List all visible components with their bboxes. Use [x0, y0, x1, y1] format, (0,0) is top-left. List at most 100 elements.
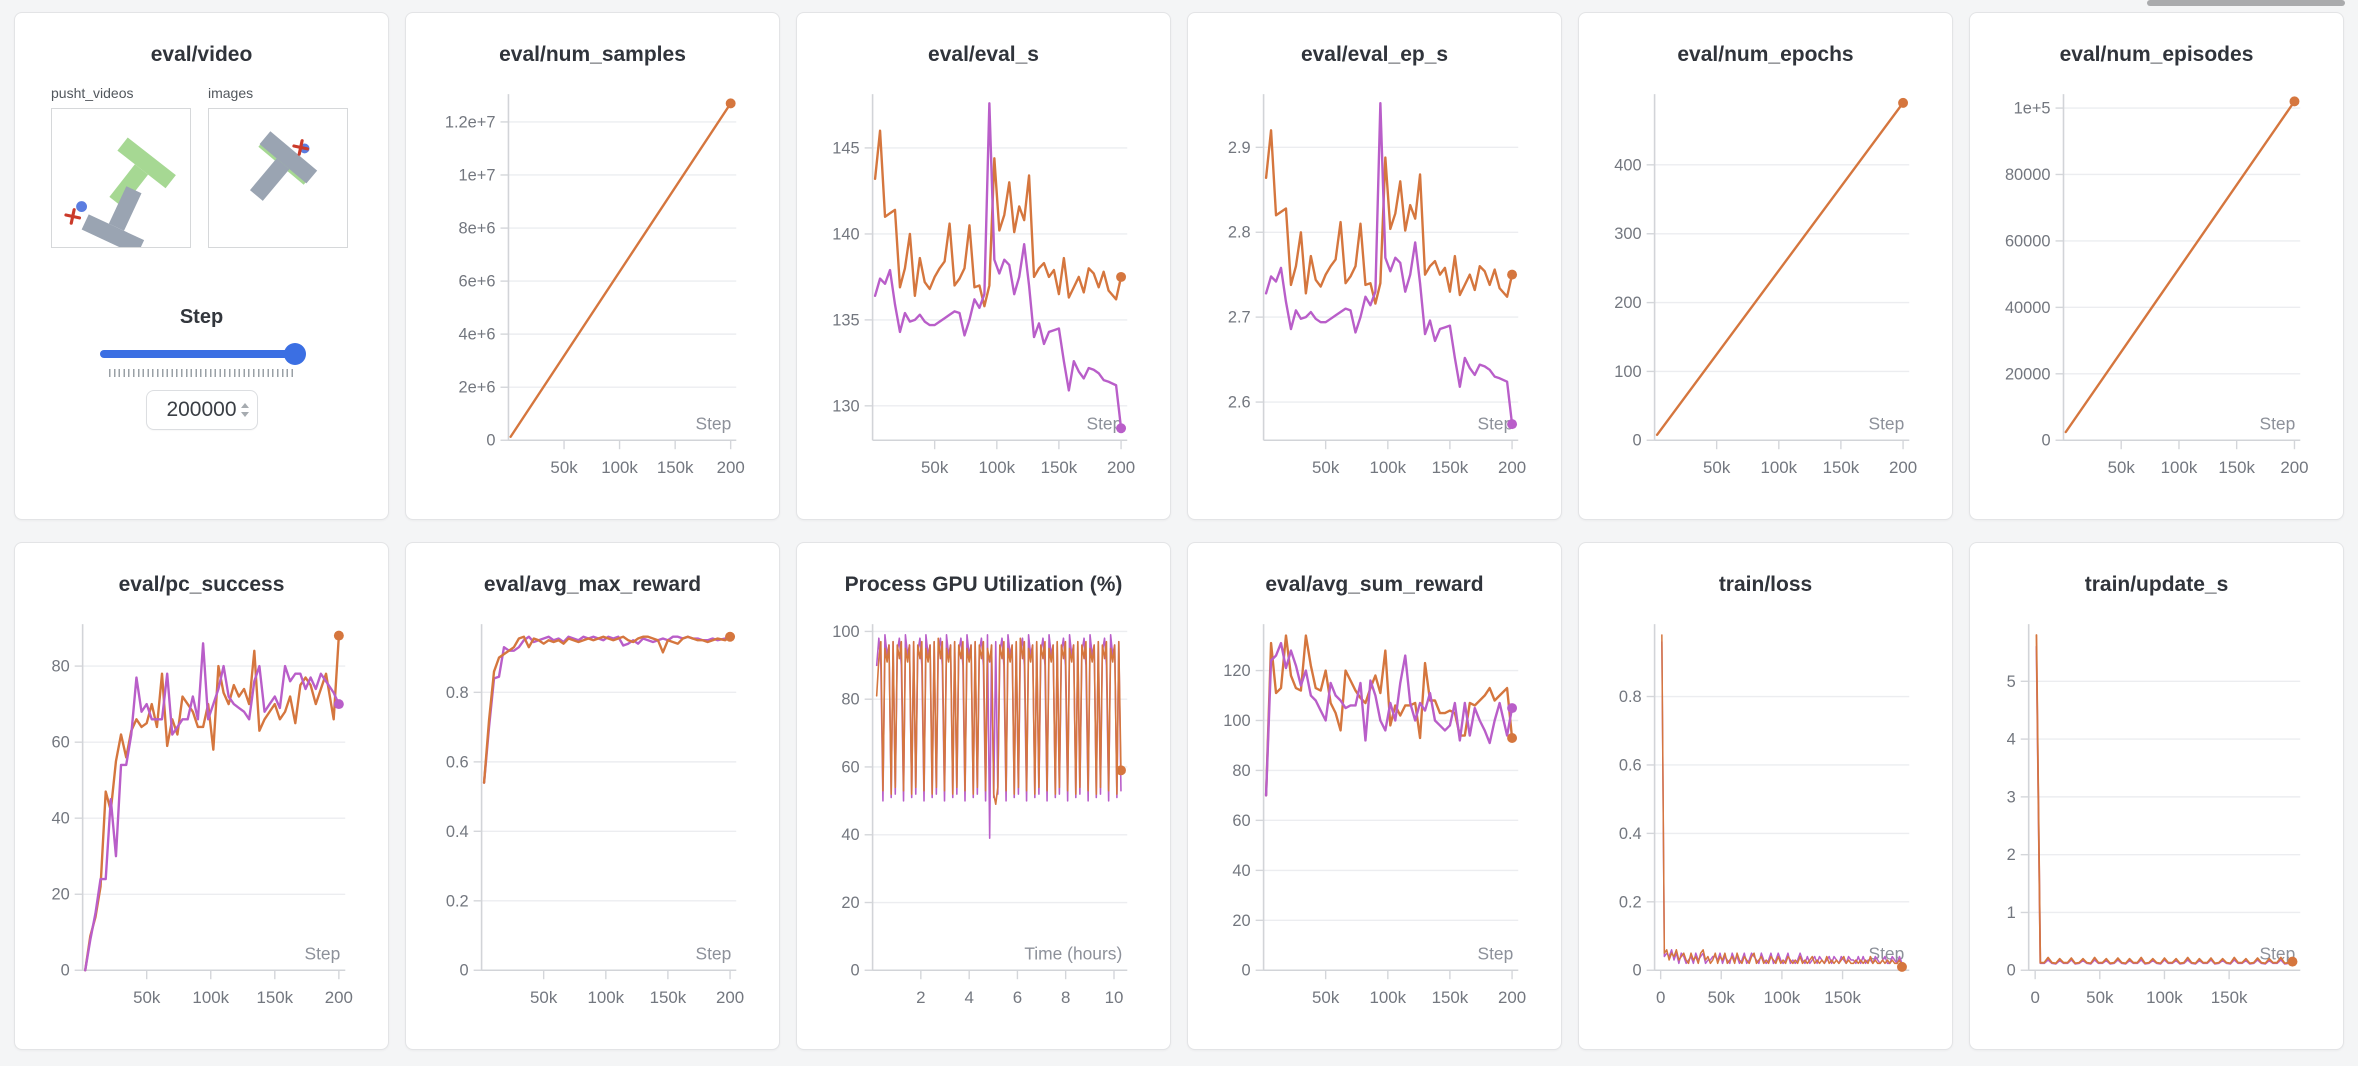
- chart-svg[interactable]: 0 2e+6 4e+6 6e+6 8e+6 1e+7 1.2e+7 50k 100k 150k 20…: [406, 91, 779, 511]
- svg-text:100k: 100k: [601, 458, 638, 477]
- svg-text:1e+7: 1e+7: [459, 166, 496, 184]
- svg-text:20: 20: [1232, 912, 1250, 930]
- svg-text:Step: Step: [2259, 413, 2295, 433]
- panel-title: train/update_s: [2084, 573, 2229, 596]
- svg-text:60000: 60000: [2005, 232, 2051, 250]
- svg-text:40: 40: [841, 826, 859, 844]
- step-slider-tickmarks: [108, 369, 295, 377]
- stepper-up-icon[interactable]: [240, 403, 249, 408]
- panel-eval-num-samples: eval/num_samples 0 2e+6 4e+6 6e+6 8e+6 1e+7 1.…: [405, 12, 780, 520]
- svg-text:200: 200: [1498, 988, 1526, 1007]
- svg-text:50k: 50k: [1708, 988, 1736, 1007]
- svg-text:100k: 100k: [979, 458, 1016, 477]
- svg-text:150k: 150k: [256, 988, 293, 1007]
- series-end-dot: [1507, 733, 1518, 743]
- svg-text:2.7: 2.7: [1228, 309, 1251, 327]
- svg-text:1.2e+7: 1.2e+7: [445, 113, 496, 131]
- svg-text:50k: 50k: [1312, 988, 1340, 1007]
- step-slider[interactable]: [99, 343, 307, 365]
- svg-text:0: 0: [2030, 988, 2039, 1007]
- svg-text:2: 2: [916, 988, 925, 1007]
- series-end-dot: [1507, 703, 1518, 714]
- series-end-dot: [1507, 269, 1518, 280]
- svg-text:150k: 150k: [1432, 988, 1469, 1007]
- svg-text:200: 200: [1889, 458, 1917, 477]
- panel-eval-avg-sum-reward: eval/avg_sum_reward 0 20 40 60 80 100 120 50k 10…: [1187, 542, 1562, 1050]
- svg-text:140: 140: [832, 225, 859, 243]
- chart-canvas[interactable]: 0 20 40 60 80 100 2 4 6 8 10 Time (hours): [797, 621, 1170, 1049]
- page-scrollbar-thumb[interactable]: [2147, 0, 2345, 6]
- chart-svg[interactable]: 0 20 40 60 80 100 120 50k 100k 150k 200 Step: [1188, 621, 1561, 1041]
- chart-canvas[interactable]: 0 100 200 300 400 50k 100k 150k 200 Step: [1579, 91, 1952, 519]
- svg-text:Step: Step: [1086, 413, 1122, 433]
- svg-text:80: 80: [841, 691, 859, 709]
- chart-canvas[interactable]: 0 20000 40000 60000 80000 1e+5 50k 100k 150k 200 S…: [1970, 91, 2343, 519]
- series-end-dot: [1507, 419, 1518, 430]
- chart-svg[interactable]: 0 20 40 60 80 100 2 4 6 8 10 Time (hours): [797, 621, 1170, 1041]
- svg-text:200: 200: [2280, 458, 2308, 477]
- svg-text:200: 200: [716, 988, 744, 1007]
- panel-eval-pc-success: eval/pc_success 0 20 40 60 80 50k 100k 150k 200 S…: [14, 542, 389, 1050]
- series-end-dot: [2287, 956, 2298, 967]
- svg-text:80: 80: [1232, 762, 1250, 780]
- svg-text:150k: 150k: [1041, 458, 1078, 477]
- svg-text:Time (hours): Time (hours): [1024, 943, 1122, 963]
- svg-text:Step: Step: [695, 413, 731, 433]
- svg-text:50k: 50k: [1703, 458, 1731, 477]
- svg-text:200: 200: [1107, 458, 1135, 477]
- svg-text:20000: 20000: [2005, 365, 2051, 383]
- svg-text:100k: 100k: [1370, 458, 1407, 477]
- svg-text:0: 0: [1656, 988, 1665, 1007]
- svg-text:200: 200: [325, 988, 353, 1007]
- panel-eval-eval-ep-s: eval/eval_ep_s 2.6 2.7 2.8 2.9 50k 100k 150k 20…: [1187, 12, 1562, 520]
- panel-title: eval/num_episodes: [2059, 43, 2254, 66]
- svg-text:3: 3: [2007, 788, 2016, 806]
- svg-text:0.4: 0.4: [446, 823, 469, 841]
- svg-text:0.2: 0.2: [1619, 893, 1642, 911]
- svg-text:150k: 150k: [2211, 988, 2248, 1007]
- chart-svg[interactable]: 130 135 140 145 50k 100k 150k 200 Step: [797, 91, 1170, 511]
- chart-canvas[interactable]: 0 0.2 0.4 0.6 0.8 0 50k 100k 150k Step: [1579, 621, 1952, 1049]
- svg-text:150k: 150k: [657, 458, 694, 477]
- step-slider-label: Step: [179, 306, 224, 328]
- svg-text:2.6: 2.6: [1228, 394, 1251, 412]
- target-t-shape: [109, 137, 176, 208]
- stepper-down-icon[interactable]: [240, 412, 249, 417]
- media-thumbnail-images[interactable]: [208, 108, 348, 248]
- chart-svg[interactable]: 0 0.2 0.4 0.6 0.8 50k 100k 150k 200 Step: [406, 621, 779, 1041]
- svg-text:150k: 150k: [1824, 988, 1861, 1007]
- chart-canvas[interactable]: 0 20 40 60 80 100 120 50k 100k 150k 200 Step: [1188, 621, 1561, 1049]
- panel-train-update-s: train/update_s 0 1 2 3 4 5 0 50k 100k 150k Step: [1969, 542, 2344, 1050]
- step-slider-track[interactable]: [99, 350, 304, 358]
- svg-text:8e+6: 8e+6: [459, 220, 496, 238]
- svg-text:20: 20: [51, 886, 69, 904]
- step-slider-thumb[interactable]: [284, 343, 307, 365]
- svg-text:8: 8: [1061, 988, 1070, 1007]
- chart-svg[interactable]: 0 100 200 300 400 50k 100k 150k 200 Step: [1579, 91, 1952, 511]
- chart-canvas[interactable]: 130 135 140 145 50k 100k 150k 200 Step: [797, 91, 1170, 519]
- chart-canvas[interactable]: 0 2e+6 4e+6 6e+6 8e+6 1e+7 1.2e+7 50k 100k 150k 20…: [406, 91, 779, 519]
- chart-canvas[interactable]: 0 1 2 3 4 5 0 50k 100k 150k Step: [1970, 621, 2343, 1049]
- step-value-input[interactable]: [158, 397, 245, 423]
- svg-text:100k: 100k: [192, 988, 229, 1007]
- svg-text:50k: 50k: [133, 988, 161, 1007]
- panel-title: eval/num_samples: [499, 43, 686, 66]
- chart-canvas[interactable]: 0 20 40 60 80 50k 100k 150k 200 Step: [15, 621, 388, 1049]
- svg-text:145: 145: [832, 139, 859, 157]
- chart-canvas[interactable]: 0 0.2 0.4 0.6 0.8 50k 100k 150k 200 Step: [406, 621, 779, 1049]
- chart-svg[interactable]: 0 20 40 60 80 50k 100k 150k 200 Step: [15, 621, 388, 1041]
- svg-text:100k: 100k: [1764, 988, 1801, 1007]
- media-thumbnail-pusht-videos[interactable]: [51, 108, 191, 256]
- media-caption-pusht-videos: pusht_videos: [51, 85, 134, 101]
- chart-svg[interactable]: 2.6 2.7 2.8 2.9 50k 100k 150k 200 Step: [1188, 91, 1561, 511]
- svg-text:80000: 80000: [2005, 166, 2051, 184]
- chart-canvas[interactable]: 2.6 2.7 2.8 2.9 50k 100k 150k 200 Step: [1188, 91, 1561, 519]
- svg-text:60: 60: [841, 758, 859, 776]
- svg-text:50k: 50k: [2108, 458, 2136, 477]
- pusht-scene-icon: [249, 131, 318, 201]
- svg-text:0.4: 0.4: [1619, 825, 1642, 843]
- svg-text:6e+6: 6e+6: [459, 273, 496, 291]
- chart-svg[interactable]: 0 20000 40000 60000 80000 1e+5 50k 100k 150k 200 S…: [1970, 91, 2343, 511]
